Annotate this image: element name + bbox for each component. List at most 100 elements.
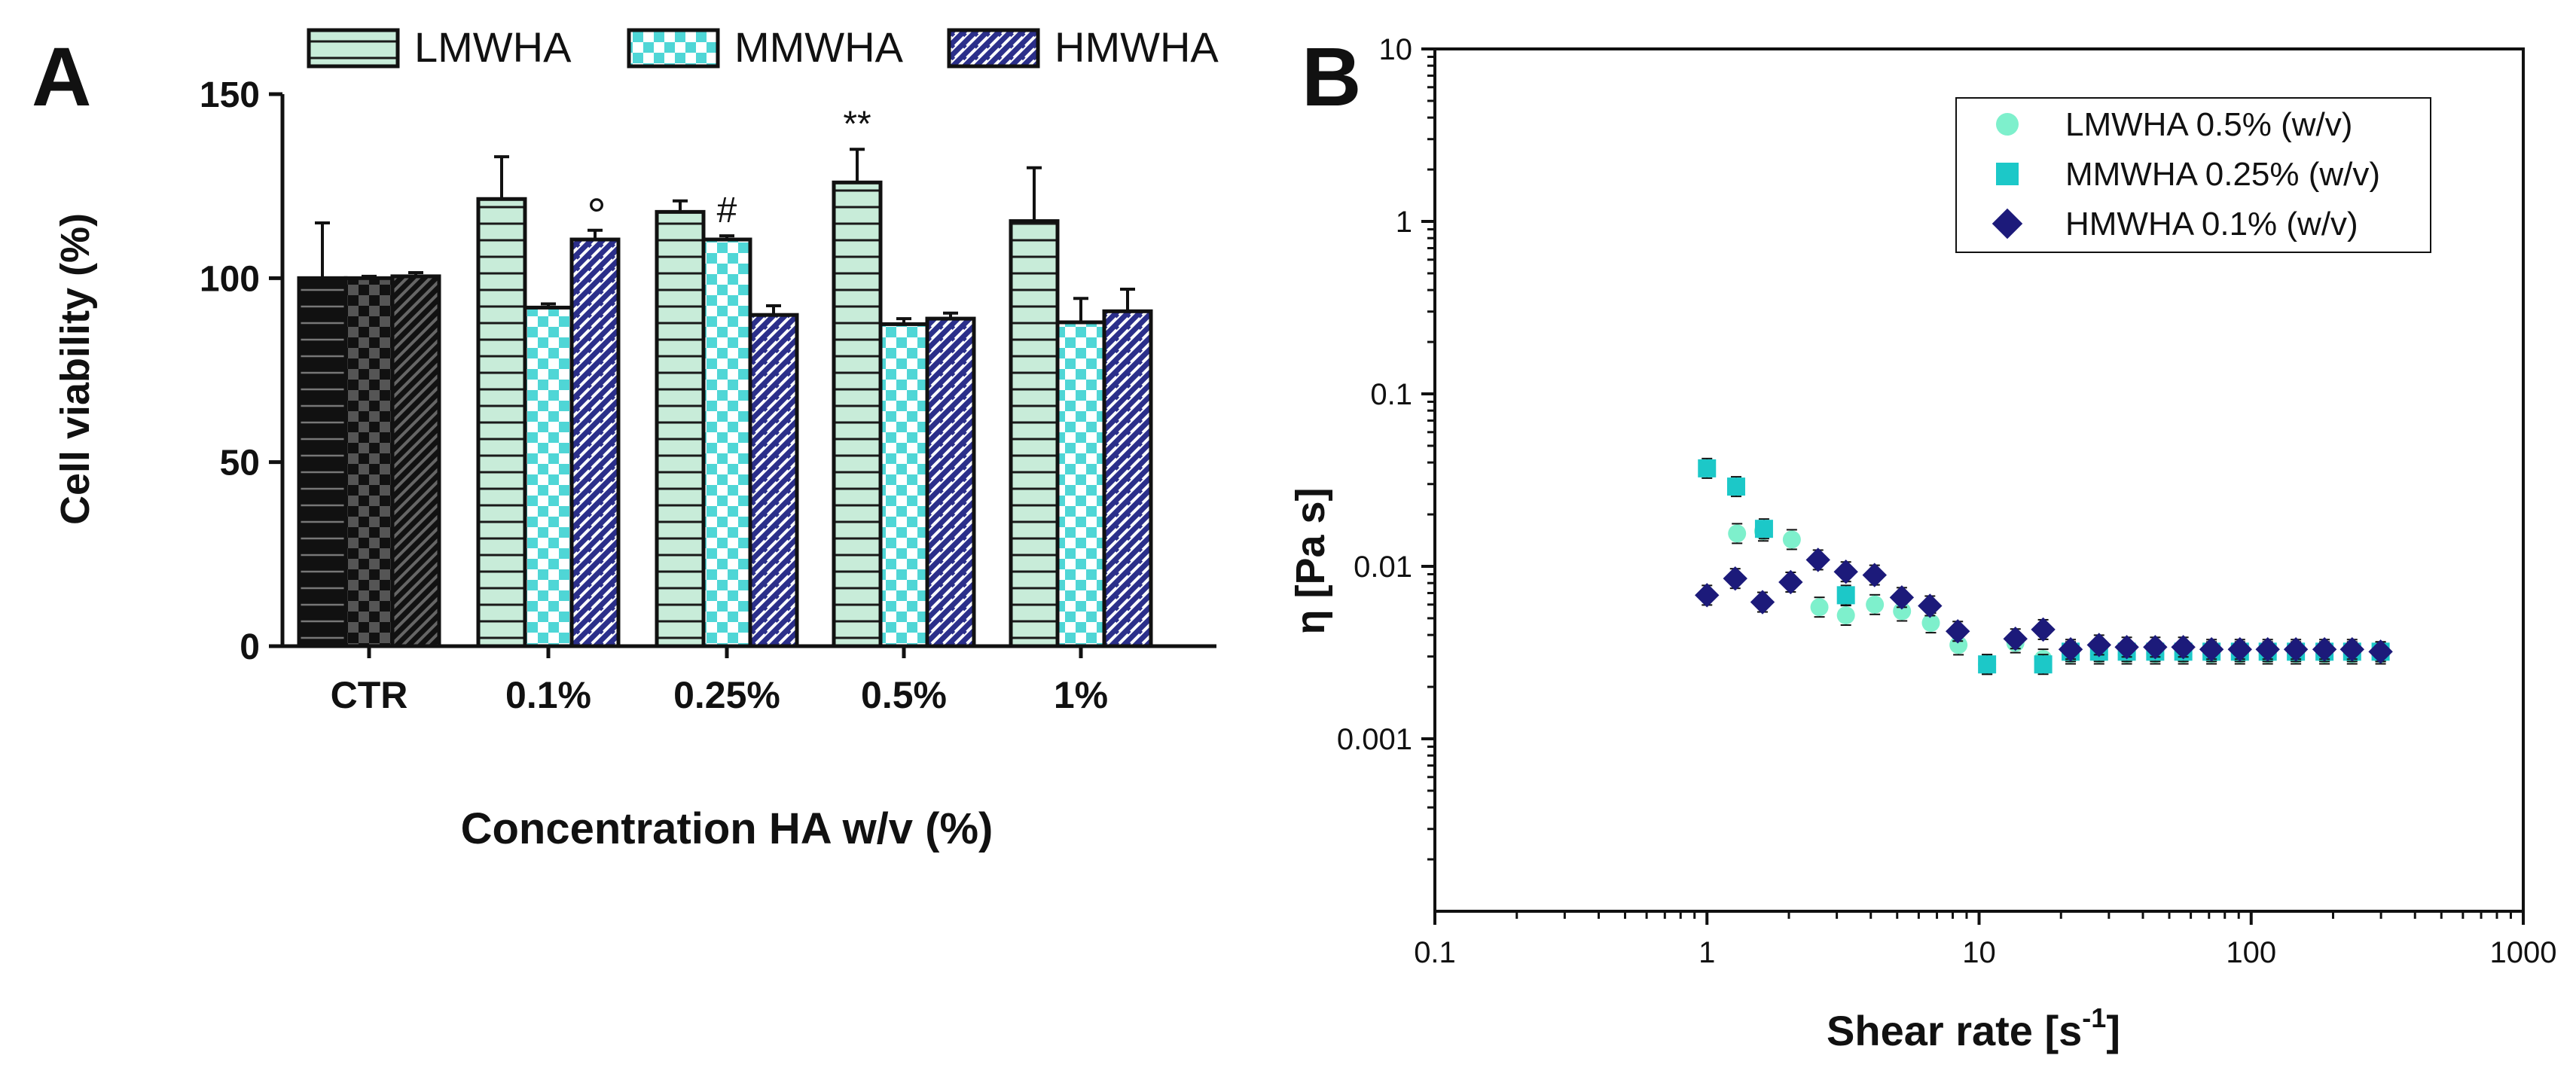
legend-label: LMWHA 0.5% (w/v) [2065, 106, 2352, 143]
bar-lmwha-1 [476, 197, 527, 648]
data-point-diamond [2171, 635, 2196, 660]
panel-b-legend: LMWHA 0.5% (w/v) MMWHA 0.25% (w/v) HMWHA 0… [1955, 97, 2431, 253]
x-tick-label: 1000 [2490, 936, 2557, 969]
data-point-diamond [1723, 566, 1747, 591]
data-point-square [1978, 655, 1997, 674]
bar-mmwha-3 [878, 322, 929, 648]
x-tick-label: 0.5% [861, 674, 947, 716]
x-tick-label: CTR [331, 674, 408, 716]
data-point-square [1836, 586, 1855, 605]
data-point-diamond [1695, 583, 1720, 608]
x-tick-label: 0.1 [1414, 936, 1456, 969]
data-point-square [1754, 520, 1773, 538]
bar-lmwha-4 [1009, 219, 1060, 648]
x-tick-label: 0.1% [505, 674, 591, 716]
legend-label-lmwha: LMWHA [414, 23, 572, 71]
data-point-diamond [2283, 637, 2309, 662]
data-point-circle [1782, 530, 1801, 549]
data-point-diamond [1889, 585, 1915, 610]
legend-label: MMWHA 0.25% (w/v) [2065, 156, 2380, 193]
legend-marker-circle [1996, 113, 2019, 136]
legend-label-mmwha: MMWHA [734, 23, 904, 71]
significance-annotation: # [717, 191, 737, 230]
panel-b-x-axis-title: Shear rate [s-1] [1827, 1002, 2120, 1054]
x-axis-title-sup: -1 [2082, 1002, 2106, 1033]
bar-lmwha-0 [297, 276, 348, 648]
data-point-diamond [1862, 563, 1887, 587]
data-point-circle [1836, 606, 1855, 625]
data-point-circle [1921, 614, 1940, 633]
y-tick-label: 1 [1396, 206, 1412, 239]
data-point-diamond [2114, 635, 2139, 660]
bar-hmwha-1 [569, 237, 621, 648]
legend-box [1955, 97, 2431, 253]
bar-mmwha-4 [1055, 320, 1106, 648]
data-point-diamond [1946, 619, 1970, 644]
x-tick-label: 1 [1699, 936, 1715, 969]
data-point-circle [1810, 598, 1829, 617]
significance-annotation: ** [843, 104, 871, 144]
bar-lmwha-3 [832, 180, 883, 648]
x-tick-label: 10 [1962, 936, 1996, 969]
panel-a-bar-chart: 0 50 100 150 CTR 0.1% 0.25% 0.5% 1% ° # ** [200, 75, 1216, 716]
data-point-circle [1728, 524, 1747, 543]
panel-b-label: B [1302, 31, 1361, 124]
legend-label: HMWHA 0.1% (w/v) [2065, 206, 2358, 242]
bar-hmwha-3 [925, 316, 976, 648]
panel-a-x-axis-title: Concentration HA w/v (%) [461, 804, 993, 853]
y-tick-label: 50 [220, 444, 260, 483]
y-tick-label: 100 [200, 259, 260, 299]
data-point-diamond [2368, 639, 2393, 664]
legend-swatch-mmwha [627, 28, 720, 69]
bar-lmwha-2 [655, 209, 706, 648]
bar-mmwha-1 [523, 305, 574, 648]
bar-mmwha-2 [701, 237, 752, 648]
bar-hmwha-2 [748, 313, 799, 648]
data-point-diamond [2339, 637, 2364, 662]
legend-marker-diamond [1992, 208, 2023, 239]
data-point-square [1698, 459, 1717, 477]
x-tick-label: 100 [2226, 936, 2276, 969]
data-point-diamond [2312, 637, 2337, 662]
data-point-diamond [2086, 633, 2111, 657]
x-tick-label: 0.25% [673, 674, 780, 716]
data-point-diamond [2227, 637, 2252, 662]
legend-label-hmwha: HMWHA [1055, 23, 1219, 71]
data-point-diamond [2199, 637, 2224, 662]
y-tick-label: 0 [240, 627, 260, 667]
data-point-diamond [2255, 637, 2280, 662]
legend-marker-square [1996, 163, 2019, 185]
legend-swatch-hmwha [947, 28, 1040, 69]
x-tick-label: 1% [1054, 674, 1108, 716]
significance-annotation: ° [587, 188, 606, 242]
data-point-diamond [1833, 560, 1858, 584]
data-point-square [1726, 477, 1745, 496]
data-point-diamond [1750, 590, 1775, 615]
data-point-diamond [2143, 635, 2168, 660]
panel-a-legend: LMWHA MMWHA HMWHA [307, 23, 1219, 71]
data-point-diamond [1805, 548, 1830, 572]
bar-mmwha-0 [343, 276, 395, 648]
y-tick-label: 0.1 [1370, 378, 1412, 411]
x-axis-title-main: Shear rate [s [1827, 1007, 2082, 1054]
data-point-diamond [2003, 627, 2028, 651]
bar-hmwha-4 [1102, 309, 1153, 648]
legend-swatch-lmwha [307, 28, 400, 69]
data-point-circle [1866, 595, 1885, 614]
data-point-diamond [1918, 593, 1943, 618]
y-tick-label: 0.001 [1337, 723, 1412, 756]
data-point-diamond [2058, 637, 2083, 662]
data-point-diamond [1778, 569, 1803, 595]
data-point-diamond [2031, 617, 2056, 642]
bar-hmwha-0 [390, 274, 441, 648]
y-tick-label: 150 [200, 75, 260, 115]
panel-b-scatter-chart: 0.1 1 10 100 1000 0.001 0.01 0.1 1 10 [1337, 33, 2557, 969]
panel-a-label: A [32, 31, 91, 124]
panel-a-y-axis-title: Cell viability (%) [53, 213, 98, 525]
y-tick-label: 0.01 [1354, 551, 1412, 584]
x-axis-title-end: ] [2106, 1007, 2120, 1054]
data-point-square [2034, 655, 2053, 674]
panel-b-y-axis-title: η [Pa s] [1288, 487, 1333, 634]
y-tick-label: 10 [1379, 33, 1413, 66]
